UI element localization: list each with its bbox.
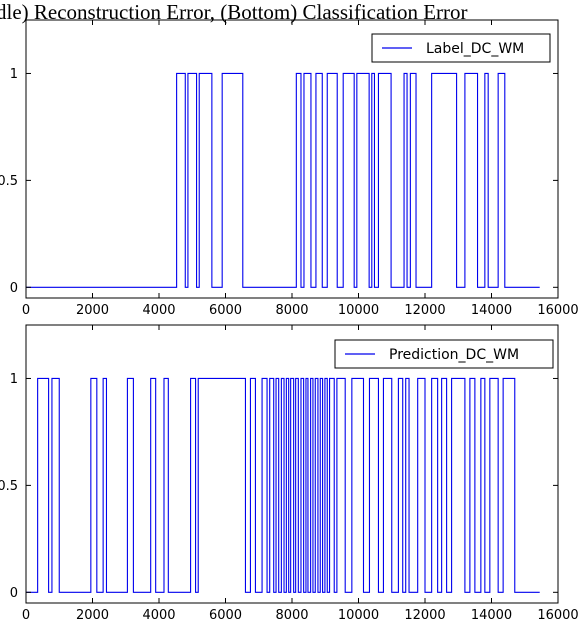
y-tick-label: 0.5	[0, 479, 18, 494]
x-tick-label: 4000	[142, 608, 175, 620]
x-tick-label: 12000	[404, 303, 445, 318]
x-tick-label: 16000	[537, 303, 578, 318]
series-line-0	[26, 377, 540, 593]
x-tick-label: 2000	[76, 303, 109, 318]
x-tick-label: 12000	[404, 608, 445, 620]
legend: Label_DC_WM	[371, 33, 551, 63]
x-tick-label: 2000	[76, 608, 109, 620]
legend-label: Label_DC_WM	[426, 41, 524, 57]
x-tick-label: 14000	[471, 608, 512, 620]
x-tick-label: 8000	[275, 303, 308, 318]
y-tick-label: 0.5	[0, 174, 18, 189]
x-tick-label: 16000	[537, 608, 578, 620]
legend-label: Prediction_DC_WM	[389, 347, 519, 363]
legend: Prediction_DC_WM	[334, 339, 554, 369]
y-tick-label: 0	[10, 586, 18, 601]
x-tick-label: 8000	[275, 608, 308, 620]
x-tick-label: 10000	[338, 303, 379, 318]
y-tick-label: 0	[10, 281, 18, 296]
x-tick-label: 14000	[471, 303, 512, 318]
x-tick-label: 0	[22, 608, 30, 620]
bottom-panel: 0 2000 4000 6000 8000 10000 12000 14000 16000 0 0.…	[0, 324, 579, 620]
x-tick-label: 6000	[209, 608, 242, 620]
x-tick-label: 0	[22, 303, 30, 318]
top-panel: 0 2000 4000 6000 8000 10000 12000 14000 16000 0 0.…	[0, 19, 579, 318]
x-tick-label: 4000	[142, 303, 175, 318]
y-tick-label: 1	[10, 372, 18, 387]
x-tick-label: 6000	[209, 303, 242, 318]
x-tick-label: 10000	[338, 608, 379, 620]
y-tick-label: 1	[10, 67, 18, 82]
series-line-0	[26, 72, 540, 288]
